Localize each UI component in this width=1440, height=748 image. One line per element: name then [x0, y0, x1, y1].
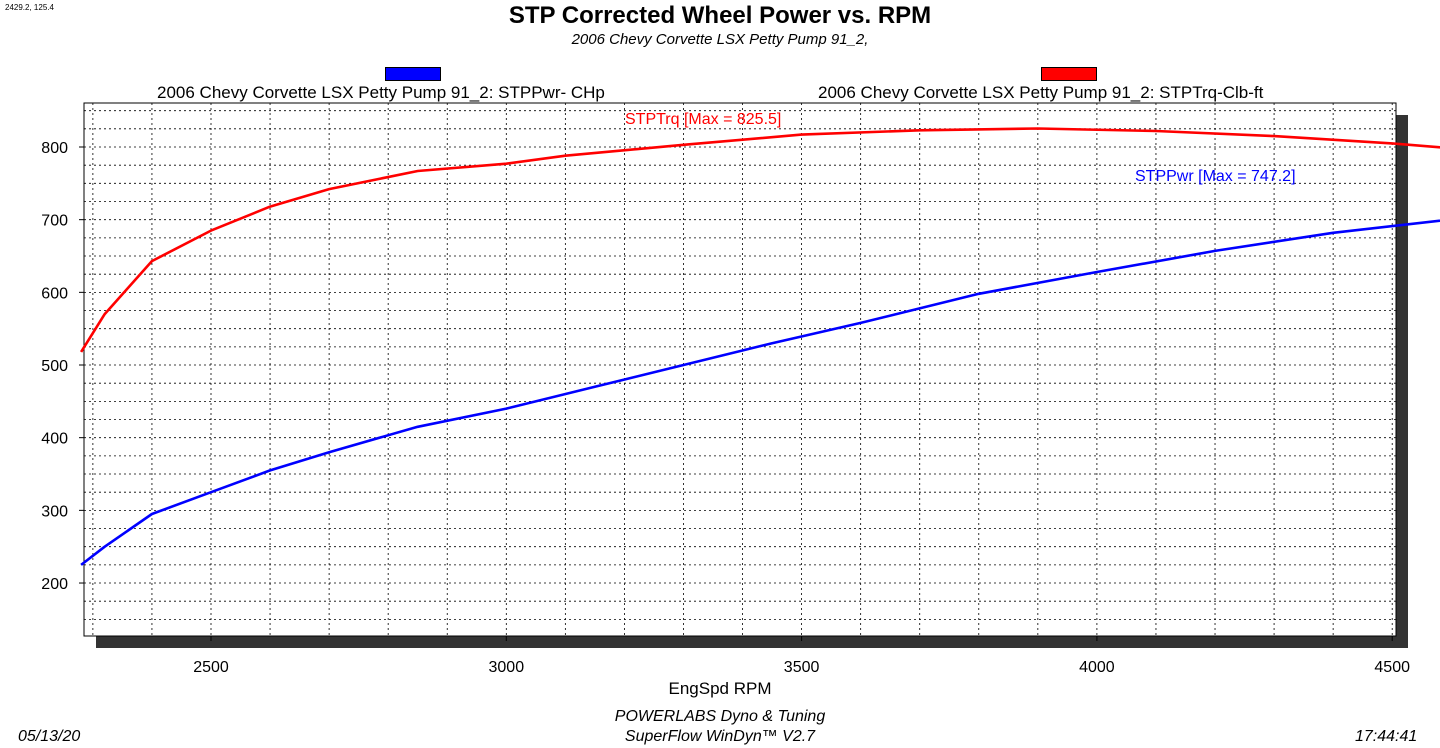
axis-ticks: 2500300035004000450050005500600020030040…	[41, 140, 1410, 676]
plot-area	[83, 102, 1397, 637]
grid-lines	[84, 103, 1396, 636]
torque-max-annotation: STPTrq [Max = 825.5]	[625, 111, 781, 128]
x-tick-label: 2500	[193, 659, 229, 676]
legend-swatch-power[interactable]	[385, 67, 441, 81]
y-tick-label: 700	[41, 213, 68, 230]
footer-company: POWERLABS Dyno & Tuning	[614, 708, 826, 725]
series-lines	[79, 127, 1440, 566]
legend-label-torque: 2006 Chevy Corvette LSX Petty Pump 91_2:…	[818, 83, 1264, 102]
y-tick-label: 200	[41, 576, 68, 593]
y-tick-label: 500	[41, 358, 68, 375]
y-tick-label: 800	[41, 140, 68, 157]
footer-time: 17:44:41	[1355, 728, 1418, 745]
cursor-coordinate-readout: 2429.2, 125.4	[5, 3, 54, 12]
x-tick-label: 3000	[489, 659, 525, 676]
legend-label-power: 2006 Chevy Corvette LSX Petty Pump 91_2:…	[157, 83, 605, 102]
series-annotations: STPPwr [Max = 747.2] STPTrq [Max = 825.5]	[625, 111, 1296, 185]
power-curve	[80, 219, 1440, 566]
chart-subtitle: 2006 Chevy Corvette LSX Petty Pump 91_2,	[571, 31, 869, 48]
y-tick-label: 600	[41, 285, 68, 302]
x-tick-label: 3500	[784, 659, 820, 676]
torque-curve	[79, 127, 1440, 353]
power-max-annotation: STPPwr [Max = 747.2]	[1135, 168, 1296, 185]
x-tick-label: 4000	[1079, 659, 1115, 676]
x-axis-label: EngSpd RPM	[668, 679, 772, 698]
x-tick-label: 4500	[1374, 659, 1410, 676]
legend-swatch-torque[interactable]	[1041, 67, 1097, 81]
y-tick-label: 400	[41, 431, 68, 448]
chart-title: STP Corrected Wheel Power vs. RPM	[508, 2, 932, 29]
footer-software: SuperFlow WinDyn™ V2.7	[624, 728, 816, 745]
footer-date: 05/13/20	[18, 728, 81, 745]
y-tick-label: 300	[41, 503, 68, 520]
